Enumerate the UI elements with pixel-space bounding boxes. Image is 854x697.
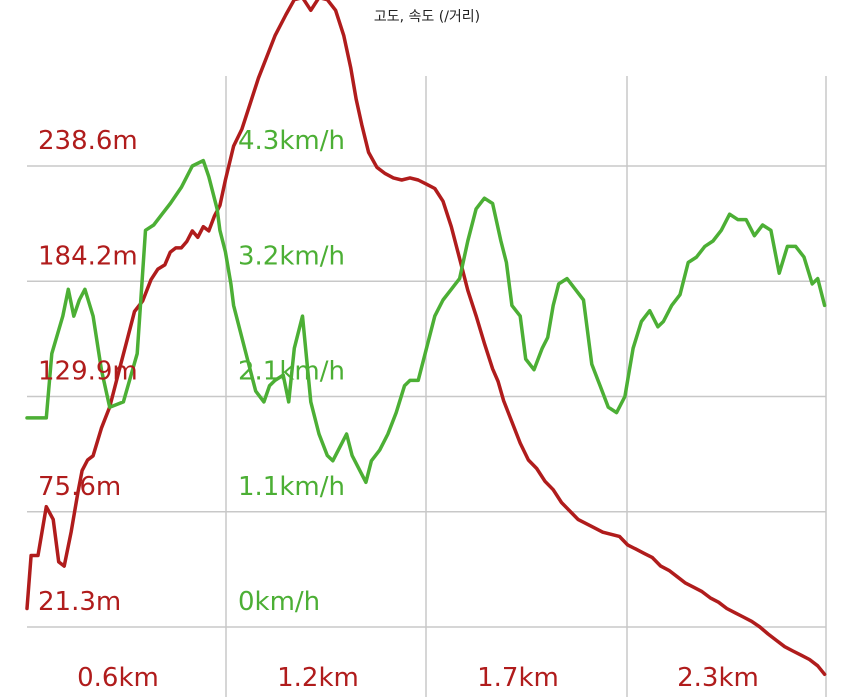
y-right-tick-label: 2.1km/h [238, 357, 345, 387]
series-layer [25, 0, 827, 677]
y-left-tick-label: 75.6m [38, 472, 121, 502]
y-left-tick-label: 238.6m [38, 126, 138, 156]
y-right-tick-label: 1.1km/h [238, 472, 345, 502]
y-left-tick-label: 129.9m [38, 357, 138, 387]
x-tick-label: 2.3km [677, 663, 759, 693]
grid [27, 76, 827, 697]
y-left-tick-label: 184.2m [38, 241, 138, 271]
series-elevation-line [25, 0, 827, 677]
y-right-tick-label: 3.2km/h [238, 241, 345, 271]
y-right-tick-label: 4.3km/h [238, 126, 345, 156]
axis-labels: 21.3m 75.6m 129.9m 184.2m 238.6m 0km/h 1.1km/h… [38, 126, 759, 693]
y-left-tick-label: 21.3m [38, 587, 121, 617]
x-tick-label: 0.6km [77, 663, 159, 693]
x-tick-label: 1.2km [277, 663, 359, 693]
chart-title: 고도, 속도 (/거리) [374, 9, 480, 25]
x-tick-label: 1.7km [477, 663, 559, 693]
series-speed-line [25, 158, 827, 485]
y-right-tick-label: 0km/h [238, 587, 320, 617]
